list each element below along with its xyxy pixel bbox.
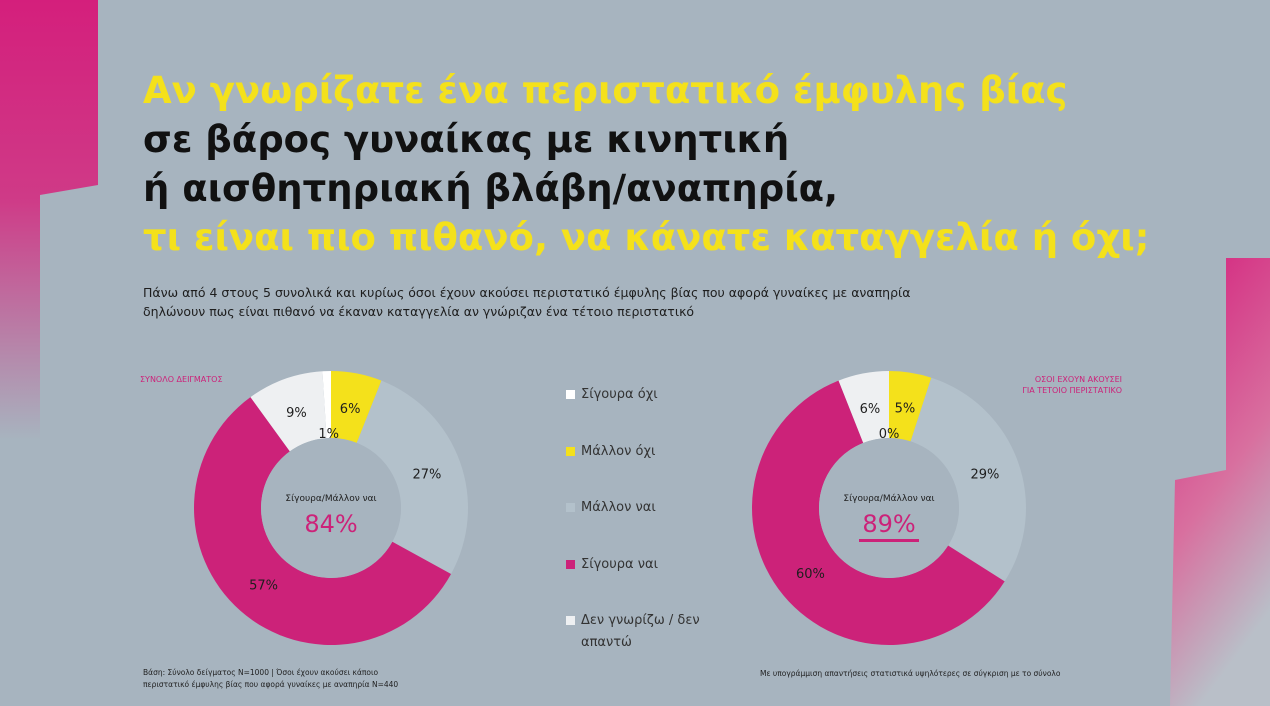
legend-swatch [566, 390, 575, 399]
donut-segment [751, 380, 1005, 646]
donut-hole [261, 438, 401, 578]
data-label: 5% [895, 401, 916, 416]
data-label: 6% [340, 402, 361, 417]
footnote: Βάση: Σύνολο δείγματος Ν=1000 | Όσοι έχο… [143, 668, 379, 677]
legend-item: Μάλλον όχι [566, 441, 726, 463]
donut-segment [331, 371, 382, 443]
legend-swatch [566, 559, 575, 569]
data-label: 9% [286, 406, 307, 421]
legend-swatch [566, 503, 575, 512]
legend-label: Δεν γνωρίζω / δεν απαντώ [581, 613, 700, 650]
legend-label: Σίγουρα όχι [581, 387, 658, 402]
data-label: 60% [796, 567, 825, 582]
donut-segment [889, 371, 932, 442]
donut-segment [910, 377, 1026, 582]
title-line: σε βάρος γυναίκας με κινητική [143, 118, 789, 161]
legend-label: Μάλλον όχι [581, 443, 656, 459]
legend-item: Δεν γνωρίζω / δεν απαντώ [566, 610, 726, 654]
legend-item: Σίγουρα όχι [566, 384, 726, 406]
center-value: 84% [304, 510, 357, 538]
subtitle-line: Πάνω από 4 στους 5 συνολικά και κυρίως ό… [143, 285, 911, 300]
chart-title: ΓΙΑ ΤΕΤΟΙΟ ΠΕΡΙΣΤΑΤΙΚΟ [1022, 386, 1122, 395]
legend-item: Μάλλον ναι [566, 497, 726, 519]
donut-segment [194, 397, 452, 645]
footnote: περιστατικό έμφυλης βίας που αφορά γυναί… [143, 680, 398, 689]
legend-swatch [566, 616, 575, 625]
decor-left [0, 0, 98, 440]
data-label: 29% [971, 467, 1000, 482]
donut-segment [356, 380, 468, 575]
donut-segment [250, 371, 327, 452]
donut-segment [838, 371, 889, 443]
data-label: 27% [413, 467, 442, 482]
legend-swatch [566, 446, 575, 456]
data-label: 6% [860, 402, 881, 417]
decor-right [1170, 258, 1270, 706]
chart-title: ΣΥΝΟΛΟ ΔΕΙΓΜΑΤΟΣ [140, 375, 223, 384]
center-label: Σίγουρα/Μάλλον ναι [843, 494, 934, 504]
title-line: Αν γνωρίζατε ένα περιστατικό έμφυλης βία… [143, 69, 1067, 112]
subtitle-line: δηλώνουν πως είναι πιθανό να έκαναν κατα… [143, 304, 694, 319]
donut-segment [322, 371, 331, 439]
footnote: Με υπογράμμιση απαντήσεις στατιστικά υψη… [760, 669, 1061, 678]
legend-label: Σίγουρα ναι [581, 556, 658, 572]
legend-item: Σίγουρα ναι [566, 554, 726, 576]
title-line: τι είναι πιο πιθανό, να κάνατε καταγγελί… [143, 216, 1149, 259]
donut-hole [819, 438, 959, 578]
center-value: 89% [862, 510, 915, 538]
chart-title: ΟΣΟΙ ΕΧΟΥΝ ΑΚΟΥΣΕΙ [1035, 375, 1122, 384]
legend-label: Μάλλον ναι [581, 500, 656, 515]
data-label: 57% [249, 579, 278, 594]
title-line: ή αισθητηριακή βλάβη/αναπηρία, [143, 167, 838, 210]
underline [859, 539, 919, 542]
center-label: Σίγουρα/Μάλλον ναι [285, 494, 376, 504]
